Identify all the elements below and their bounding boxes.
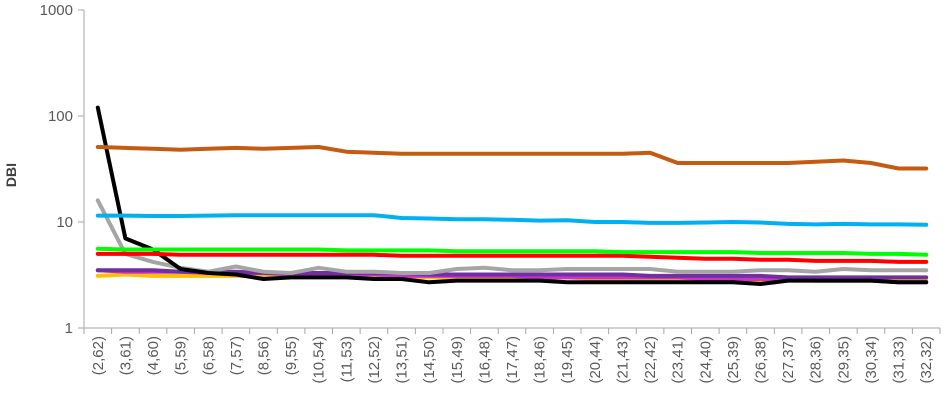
x-tick-label: (2,62): [90, 336, 107, 375]
y-tick-label: 1000: [40, 2, 73, 19]
x-tick-label: (29,35): [835, 336, 852, 384]
x-tick-label: (14,50): [421, 336, 438, 384]
x-tick-label: (15,49): [449, 336, 466, 384]
x-tick-label: (8,56): [255, 336, 272, 375]
x-tick-label: (17,47): [504, 336, 521, 384]
series-line: [95, 105, 929, 286]
x-tick-label: (22,42): [642, 336, 659, 384]
series-line: [95, 145, 929, 171]
x-tick-label: (9,55): [283, 336, 300, 375]
x-tick-label: (6,58): [200, 336, 217, 375]
y-axis-title: DBI: [3, 163, 19, 187]
x-tick-label: (7,57): [228, 336, 245, 375]
y-tick-label: 10: [56, 214, 73, 231]
series-line: [95, 268, 929, 280]
x-tick-label: (23,41): [670, 336, 687, 384]
y-tick-label: 100: [48, 108, 73, 125]
x-tick-label: (30,34): [863, 336, 880, 384]
x-tick-label: (4,60): [145, 336, 162, 375]
x-tick-label: (12,52): [366, 336, 383, 384]
x-tick-label: (18,46): [532, 336, 549, 384]
x-tick-label: (5,59): [173, 336, 190, 375]
x-tick-label: (16,48): [476, 336, 493, 384]
x-tick-label: (10,54): [311, 336, 328, 384]
series-line: [95, 251, 929, 264]
x-tick-label: (11,53): [338, 336, 355, 382]
x-axis: (2,62) (3,61) (4,60) (5,59) (6,58) (7,57) (8,5…: [83, 327, 941, 384]
x-tick-label: (19,45): [559, 336, 576, 384]
series-line: [95, 213, 929, 227]
series-line: [95, 198, 929, 275]
x-tick-label: (13,51): [394, 336, 411, 384]
x-tick-label: (27,37): [780, 336, 797, 384]
series-line: [95, 246, 929, 257]
y-axis: 1 10 100 1000: [40, 2, 85, 337]
x-tick-label: (25,39): [725, 336, 742, 384]
x-tick-label: (26,38): [753, 336, 770, 384]
x-tick-label: (24,40): [697, 336, 714, 384]
x-tick-label: (3,61): [117, 336, 134, 375]
x-tick-label: (28,36): [808, 336, 825, 384]
x-tick-label: (21,43): [614, 336, 631, 384]
x-tick-label: (20,44): [587, 336, 604, 384]
x-tick-label: (31,33): [891, 336, 908, 384]
x-tick-label: (32,32): [918, 336, 935, 384]
series-layer: [95, 105, 929, 286]
y-tick-label: 1: [65, 320, 73, 337]
